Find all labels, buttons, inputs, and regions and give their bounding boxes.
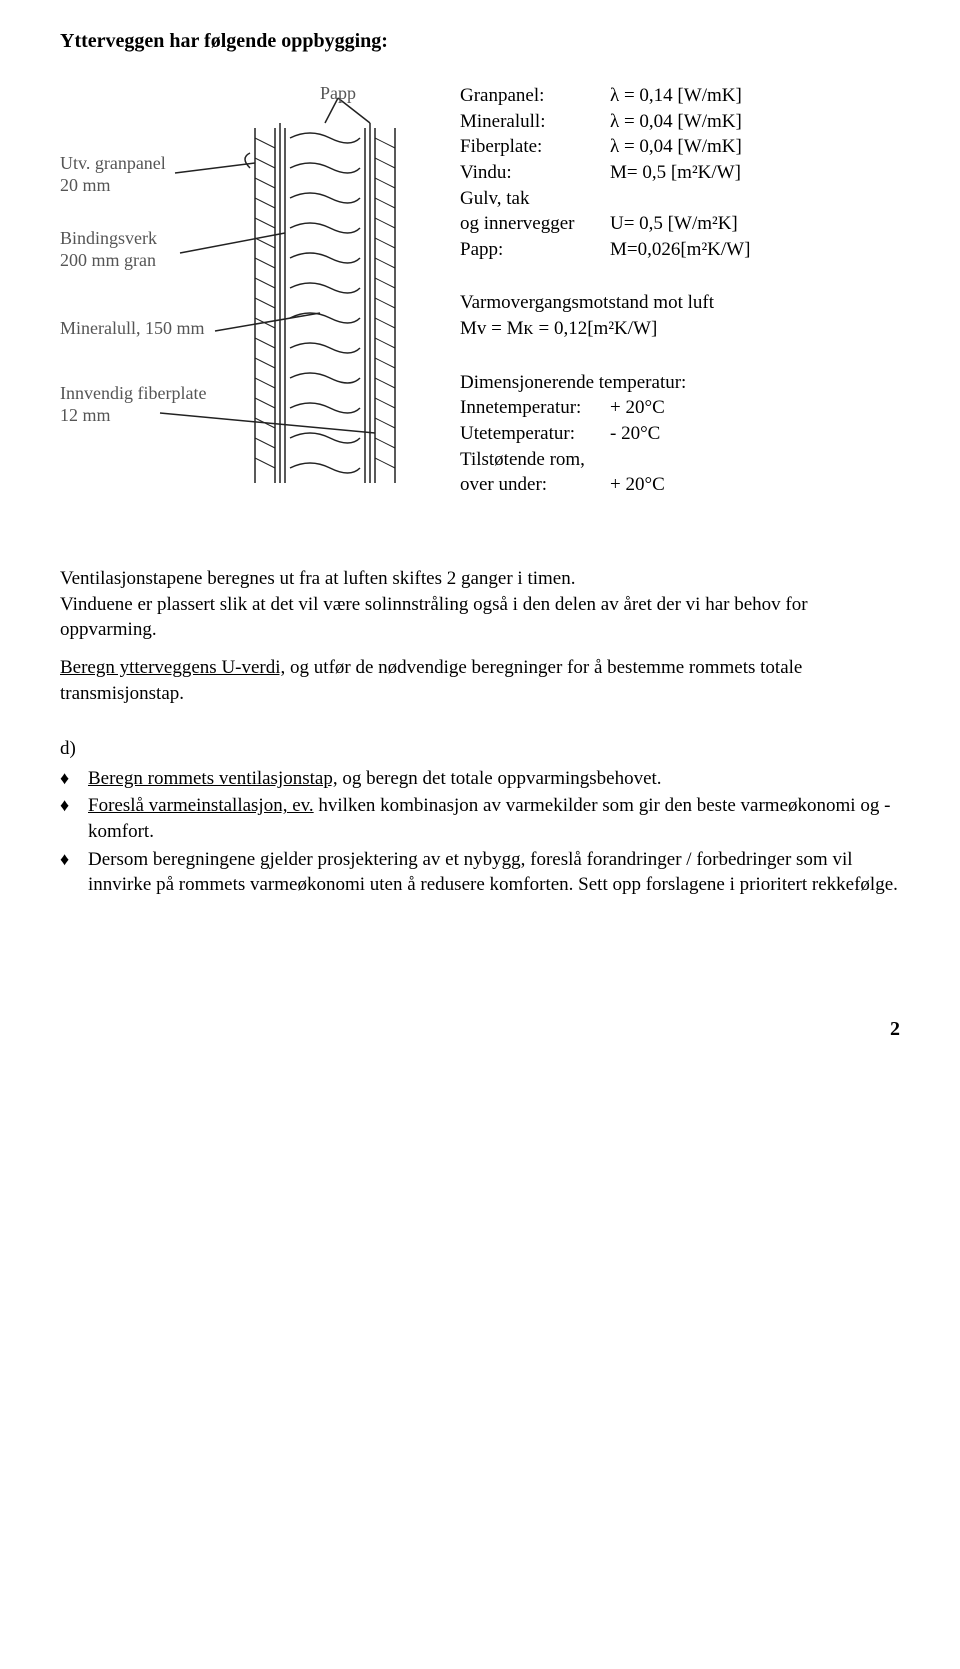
section-d-label: d) — [60, 736, 900, 762]
spec-val: λ = 0,04 [W/mK] — [610, 134, 900, 160]
spec-row: Papp: M=0,026[m²K/W] — [460, 237, 900, 263]
spec-key: Fiberplate: — [460, 134, 610, 160]
spec-row: Vindu: M= 0,5 [m²K/W] — [460, 160, 900, 186]
bullet-underline: Foreslå varmeinstallasjon, ev. — [88, 795, 314, 816]
page-heading: Ytterveggen har følgende oppbygging: — [60, 30, 900, 53]
figure-block: Utv. granpanel 20 mm Bindingsverk 200 mm… — [60, 83, 900, 526]
spec-key: Papp: — [460, 237, 610, 263]
mv-specs: Varmovergangsmotstand mot luft Mv = Mᴋ =… — [460, 290, 900, 341]
temp-key: Tilstøtende rom, — [460, 447, 610, 473]
spec-val: λ = 0,14 [W/mK] — [610, 83, 900, 109]
layer-label-0: Utv. granpanel 20 mm — [60, 153, 166, 196]
bullet-underline: Beregn rommets ventilasjonstap, — [88, 768, 338, 789]
spec-row: og innervegger U= 0,5 [W/m²K] — [460, 211, 900, 237]
layer-sub-0: 20 mm — [60, 175, 111, 195]
layer-name-1: Bindingsverk — [60, 228, 157, 248]
bullet-icon: ♦ — [60, 793, 88, 817]
papp-label: Papp — [320, 83, 356, 105]
bullet-text: Dersom beregningene gjelder prosjekterin… — [88, 847, 900, 898]
layer-label-3: Innvendig fiberplate 12 mm — [60, 383, 206, 426]
temp-title: Dimensjonerende temperatur: — [460, 370, 900, 396]
paragraph-1: Ventilasjonstapene beregnes ut fra at lu… — [60, 568, 575, 589]
temp-row: Tilstøtende rom, — [460, 447, 900, 473]
bullet-icon: ♦ — [60, 847, 88, 871]
temp-val: + 20°C — [610, 472, 900, 498]
temp-row: Utetemperatur: - 20°C — [460, 421, 900, 447]
wall-diagram: Utv. granpanel 20 mm Bindingsverk 200 mm… — [60, 83, 440, 503]
spec-column: Granpanel: λ = 0,14 [W/mK] Mineralull: λ… — [460, 83, 900, 526]
layer-name-2: Mineralull, 150 mm — [60, 318, 204, 338]
spec-key: Vindu: — [460, 160, 610, 186]
spec-key: Granpanel: — [460, 83, 610, 109]
spec-val — [610, 186, 900, 212]
layer-label-2: Mineralull, 150 mm — [60, 318, 204, 340]
layer-name-0: Utv. granpanel — [60, 153, 166, 173]
bullet-row: ♦ Foreslå varmeinstallasjon, ev. hvilken… — [60, 793, 900, 844]
bullet-row: ♦ Beregn rommets ventilasjonstap, og ber… — [60, 766, 900, 792]
temp-val — [610, 447, 900, 473]
temp-val: - 20°C — [610, 421, 900, 447]
layer-name-3: Innvendig fiberplate — [60, 383, 206, 403]
temp-specs: Dimensjonerende temperatur: Innetemperat… — [460, 370, 900, 498]
paragraph-3: Beregn ytterveggens U-verdi, og utfør de… — [60, 655, 900, 706]
spec-row: Granpanel: λ = 0,14 [W/mK] — [460, 83, 900, 109]
mv-line: Mv = Mᴋ = 0,12[m²K/W] — [460, 316, 900, 342]
layer-sub-3: 12 mm — [60, 405, 111, 425]
bullet-text: Beregn rommets ventilasjonstap, og bereg… — [88, 766, 900, 792]
temp-key: Utetemperatur: — [460, 421, 610, 447]
bullet-text: Foreslå varmeinstallasjon, ev. hvilken k… — [88, 793, 900, 844]
spec-row: Gulv, tak — [460, 186, 900, 212]
spec-val: M= 0,5 [m²K/W] — [610, 160, 900, 186]
bullet-rest: Dersom beregningene gjelder prosjekterin… — [88, 849, 898, 896]
layer-sub-1: 200 mm gran — [60, 250, 156, 270]
mv-title: Varmovergangsmotstand mot luft — [460, 290, 900, 316]
spec-row: Mineralull: λ = 0,04 [W/mK] — [460, 109, 900, 135]
temp-val: + 20°C — [610, 395, 900, 421]
spec-key: Mineralull: — [460, 109, 610, 135]
spec-val: M=0,026[m²K/W] — [610, 237, 900, 263]
paragraph-3a: Beregn ytterveggens U-verdi, — [60, 657, 285, 678]
temp-key: over under: — [460, 472, 610, 498]
section-d: d) ♦ Beregn rommets ventilasjonstap, og … — [60, 736, 900, 898]
spec-key: Gulv, tak — [460, 186, 610, 212]
spec-row: Fiberplate: λ = 0,04 [W/mK] — [460, 134, 900, 160]
paragraph-1-2: Ventilasjonstapene beregnes ut fra at lu… — [60, 566, 900, 643]
wall-cross-section-svg — [60, 83, 440, 503]
temp-row: Innetemperatur: + 20°C — [460, 395, 900, 421]
bullet-row: ♦ Dersom beregningene gjelder prosjekter… — [60, 847, 900, 898]
layer-label-1: Bindingsverk 200 mm gran — [60, 228, 157, 271]
spec-val: λ = 0,04 [W/mK] — [610, 109, 900, 135]
page-number: 2 — [60, 1018, 900, 1041]
paragraph-2: Vinduene er plassert slik at det vil vær… — [60, 594, 808, 641]
material-specs: Granpanel: λ = 0,14 [W/mK] Mineralull: λ… — [460, 83, 900, 262]
temp-row: over under: + 20°C — [460, 472, 900, 498]
spec-key: og innervegger — [460, 211, 610, 237]
temp-key: Innetemperatur: — [460, 395, 610, 421]
bullet-rest: og beregn det totale oppvarmingsbehovet. — [338, 768, 662, 789]
spec-val: U= 0,5 [W/m²K] — [610, 211, 900, 237]
bullet-icon: ♦ — [60, 766, 88, 790]
